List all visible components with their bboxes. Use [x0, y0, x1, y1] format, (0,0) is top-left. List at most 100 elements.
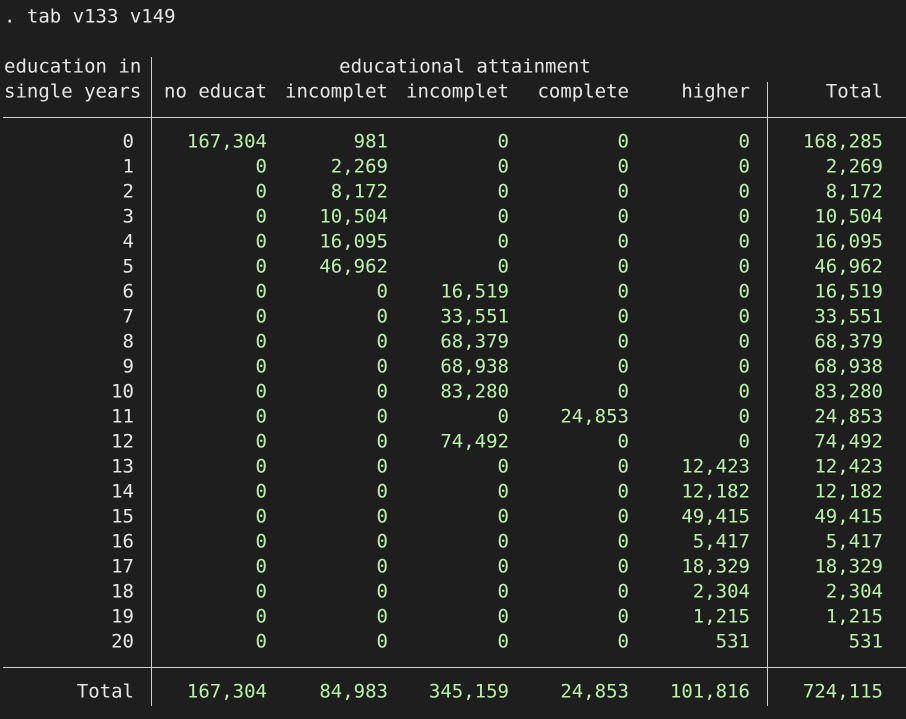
cell: 16,095: [319, 231, 388, 253]
cell: 0: [256, 456, 267, 478]
column-header: no educat: [164, 81, 267, 103]
cell: 0: [377, 306, 388, 328]
cell: 0: [256, 606, 267, 628]
row-label: 15: [111, 506, 134, 528]
column-header: higher: [681, 81, 750, 103]
cell: 68,938: [440, 356, 509, 378]
cell: 0: [498, 506, 509, 528]
cell: 0: [739, 231, 750, 253]
row-label: 12: [111, 431, 134, 453]
cell: 10,504: [814, 206, 883, 228]
row-label: 13: [111, 456, 134, 478]
cell: 0: [256, 556, 267, 578]
row-label: 5: [123, 256, 134, 278]
cell: 981: [354, 131, 388, 153]
cell: 0: [739, 331, 750, 353]
cell: 0: [739, 156, 750, 178]
cell: 1,215: [693, 606, 750, 628]
cell: 0: [377, 531, 388, 553]
cell: 0: [377, 431, 388, 453]
cell: 68,379: [440, 331, 509, 353]
cell: 0: [618, 431, 629, 453]
cell: 12,182: [814, 481, 883, 503]
cell: 0: [256, 206, 267, 228]
cell: 18,329: [681, 556, 750, 578]
cell: 49,415: [681, 506, 750, 528]
cell: 0: [739, 206, 750, 228]
cell: 0: [739, 131, 750, 153]
column-header: Total: [826, 81, 883, 103]
cell: 0: [498, 531, 509, 553]
cell: 0: [618, 356, 629, 378]
command: . tab v133 v149: [4, 6, 176, 28]
cell: 16,095: [814, 231, 883, 253]
cell: 168,285: [803, 131, 883, 153]
cell: 0: [256, 506, 267, 528]
cell: 0: [498, 231, 509, 253]
cell: 0: [618, 631, 629, 653]
cell: 0: [256, 481, 267, 503]
cell: 0: [618, 481, 629, 503]
row-label: 11: [111, 406, 134, 428]
cell: 0: [377, 381, 388, 403]
cell: 24,853: [560, 406, 629, 428]
cell: 0: [377, 581, 388, 603]
cell: 0: [377, 406, 388, 428]
cell: 8,172: [826, 181, 883, 203]
cell: 2,304: [826, 581, 883, 603]
cell: 68,379: [814, 331, 883, 353]
cell: 83,280: [814, 381, 883, 403]
total-label: Total: [77, 681, 134, 703]
cell: 49,415: [814, 506, 883, 528]
total-cell: 724,115: [803, 681, 883, 703]
cell: 8,172: [331, 181, 388, 203]
row-label: 18: [111, 581, 134, 603]
cell: 0: [256, 156, 267, 178]
cell: 33,551: [814, 306, 883, 328]
row-label: 6: [123, 281, 134, 303]
row-label: 14: [111, 481, 134, 503]
total-cell: 167,304: [187, 681, 267, 703]
total-cell: 101,816: [670, 681, 750, 703]
cell: 0: [377, 506, 388, 528]
cell: 33,551: [440, 306, 509, 328]
cell: 0: [739, 281, 750, 303]
cell: 46,962: [814, 256, 883, 278]
cell: 0: [377, 281, 388, 303]
cell: 0: [618, 331, 629, 353]
cell: 12,423: [814, 456, 883, 478]
cell: 0: [739, 181, 750, 203]
row-label: 16: [111, 531, 134, 553]
cell: 2,269: [826, 156, 883, 178]
cell: 0: [618, 581, 629, 603]
cell: 531: [849, 631, 883, 653]
cell: 0: [739, 381, 750, 403]
cell: 68,938: [814, 356, 883, 378]
cell: 2,304: [693, 581, 750, 603]
cell: 0: [618, 606, 629, 628]
cell: 0: [498, 156, 509, 178]
cell: 0: [618, 256, 629, 278]
cell: 12,423: [681, 456, 750, 478]
cell: 10,504: [319, 206, 388, 228]
cell: 531: [716, 631, 750, 653]
column-header: incomplet: [285, 81, 388, 103]
column-header: incomplet: [406, 81, 509, 103]
row-label: 17: [111, 556, 134, 578]
cell: 0: [256, 306, 267, 328]
row-label: 20: [111, 631, 134, 653]
row-label: 4: [123, 231, 134, 253]
row-header: education in: [4, 56, 141, 78]
cell: 0: [498, 456, 509, 478]
row-header: single years: [4, 81, 141, 103]
cell: 0: [256, 406, 267, 428]
row-label: 9: [123, 356, 134, 378]
cell: 0: [618, 206, 629, 228]
cell: 0: [618, 506, 629, 528]
total-cell: 345,159: [429, 681, 509, 703]
cell: 1,215: [826, 606, 883, 628]
cell: 74,492: [440, 431, 509, 453]
total-cell: 24,853: [560, 681, 629, 703]
row-label: 10: [111, 381, 134, 403]
cell: 0: [256, 531, 267, 553]
